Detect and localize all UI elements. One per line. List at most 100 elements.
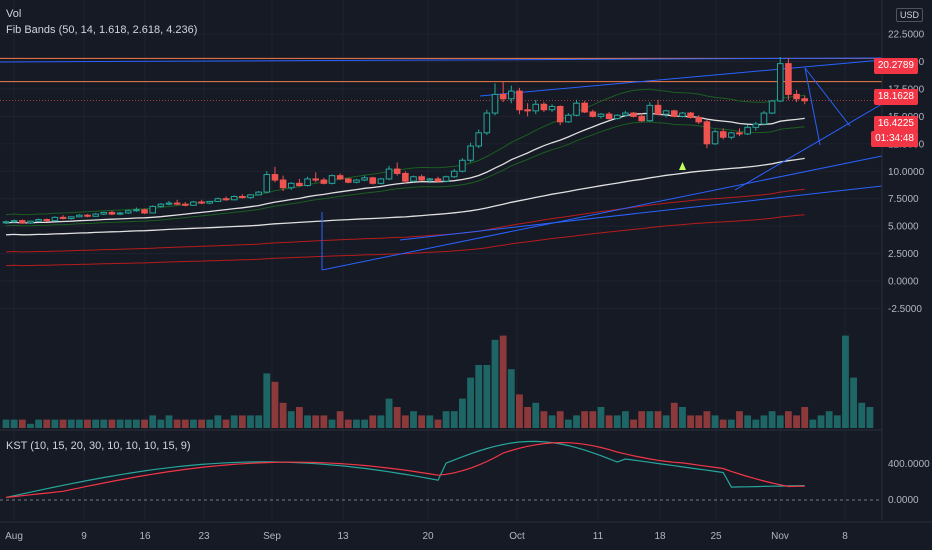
candle-body — [320, 179, 328, 184]
candle-body — [157, 203, 165, 207]
kst-legend[interactable]: KST (10, 15, 20, 30, 10, 10, 10, 15, 9) — [6, 440, 191, 452]
volume-bar — [442, 411, 450, 428]
volume-bar — [703, 411, 711, 428]
volume-bar — [573, 415, 580, 428]
volume-bar — [817, 415, 825, 428]
volume-bar — [271, 381, 279, 428]
candle-body — [222, 198, 230, 201]
volume-bar — [279, 402, 287, 428]
candle-body — [793, 93, 800, 100]
volume-bar — [222, 419, 230, 428]
volume-bar — [768, 411, 776, 428]
price-tick-label: 7.5000 — [888, 194, 919, 205]
candle-body — [703, 121, 711, 145]
volume-bar — [434, 419, 442, 428]
candle-body — [393, 168, 401, 174]
candle-body — [671, 110, 678, 117]
volume-bar — [450, 411, 458, 428]
volume-bar — [711, 415, 719, 428]
candle-body — [10, 220, 18, 223]
volume-bar — [459, 398, 466, 428]
volume-bar — [141, 419, 148, 428]
time-tick-label: 18 — [654, 531, 666, 542]
band-outer-2 — [5, 214, 805, 267]
price-tick-label: 2.5000 — [888, 249, 919, 260]
volume-bar — [516, 394, 523, 428]
volume-bar — [426, 415, 434, 428]
price-tick-label: 0.0000 — [888, 277, 919, 288]
price-tick-label: 10.0000 — [888, 167, 925, 178]
volume-bar — [385, 398, 393, 428]
volume-bar — [727, 419, 735, 428]
volume-bar — [744, 415, 752, 428]
price-tick-label: -2.5000 — [888, 304, 922, 315]
candle-body — [141, 209, 148, 214]
slow-basis — [5, 157, 805, 236]
time-tick-label: 11 — [593, 531, 604, 542]
candle-body — [410, 176, 417, 182]
candle-body — [345, 178, 352, 183]
volume-bar — [736, 411, 743, 428]
candle-body — [687, 112, 694, 118]
volume-bar — [613, 415, 621, 428]
horizontal-lines — [0, 57, 882, 102]
time-tick-label: 23 — [198, 531, 210, 542]
candle-body — [776, 63, 784, 102]
volume-bar — [491, 339, 499, 428]
candle-body — [100, 211, 108, 215]
volume-bar — [238, 415, 246, 428]
candle-body — [605, 113, 613, 120]
currency-badge[interactable]: USD — [896, 8, 924, 22]
volume-bar — [230, 415, 238, 428]
time-tick-label: 8 — [842, 531, 848, 542]
volume-bar — [809, 419, 817, 428]
candle-body — [622, 112, 629, 116]
candle-body — [638, 115, 646, 122]
trendline-wedge-2 — [804, 67, 851, 127]
candle-body — [402, 172, 409, 182]
volume-bar — [752, 419, 760, 428]
trendline-top-2 — [479, 59, 883, 97]
candle-body — [19, 220, 26, 224]
candle-body — [467, 145, 474, 161]
candlesticks — [2, 57, 809, 224]
volume-bar — [581, 411, 589, 428]
time-tick-label: Sep — [263, 531, 281, 542]
candle-body — [459, 159, 466, 172]
kst-signal-line — [5, 441, 805, 498]
time-tick-label: 13 — [337, 531, 349, 542]
trendline-support — [321, 155, 883, 271]
candle-body — [67, 216, 75, 219]
volume-bar — [393, 407, 401, 428]
price-tick-label: 22.5000 — [888, 30, 925, 41]
volume-bar — [255, 415, 263, 428]
candle-body — [279, 179, 287, 189]
candle-body — [385, 168, 393, 180]
volume-bar — [532, 402, 540, 428]
candle-body — [418, 176, 425, 181]
time-axis: Aug 9 16 23 Sep 13 20 Oct 11 18 25 Nov 8 — [0, 521, 932, 542]
volume-bar — [401, 415, 409, 428]
volume-bar — [679, 407, 686, 428]
volume-bar — [793, 415, 800, 428]
candle-body — [491, 93, 499, 114]
volume-bar — [181, 419, 189, 428]
candle-body — [377, 178, 385, 184]
candle-body — [695, 116, 703, 123]
volume-bar — [67, 419, 75, 428]
candle-body — [263, 174, 271, 193]
volume-bar — [304, 415, 311, 428]
volume-bar — [369, 415, 377, 428]
volume-bar — [833, 415, 841, 428]
volume-bar — [475, 365, 483, 428]
time-tick-label: 16 — [139, 531, 151, 542]
candle-body — [565, 114, 572, 123]
volume-bar — [361, 419, 368, 428]
candle-body — [597, 113, 605, 117]
volume-legend[interactable]: Vol — [6, 8, 22, 20]
candle-body — [711, 131, 719, 145]
candle-body — [508, 90, 515, 100]
fib-bands-legend[interactable]: Fib Bands (50, 14, 1.618, 2.618, 4.236) — [6, 24, 198, 36]
